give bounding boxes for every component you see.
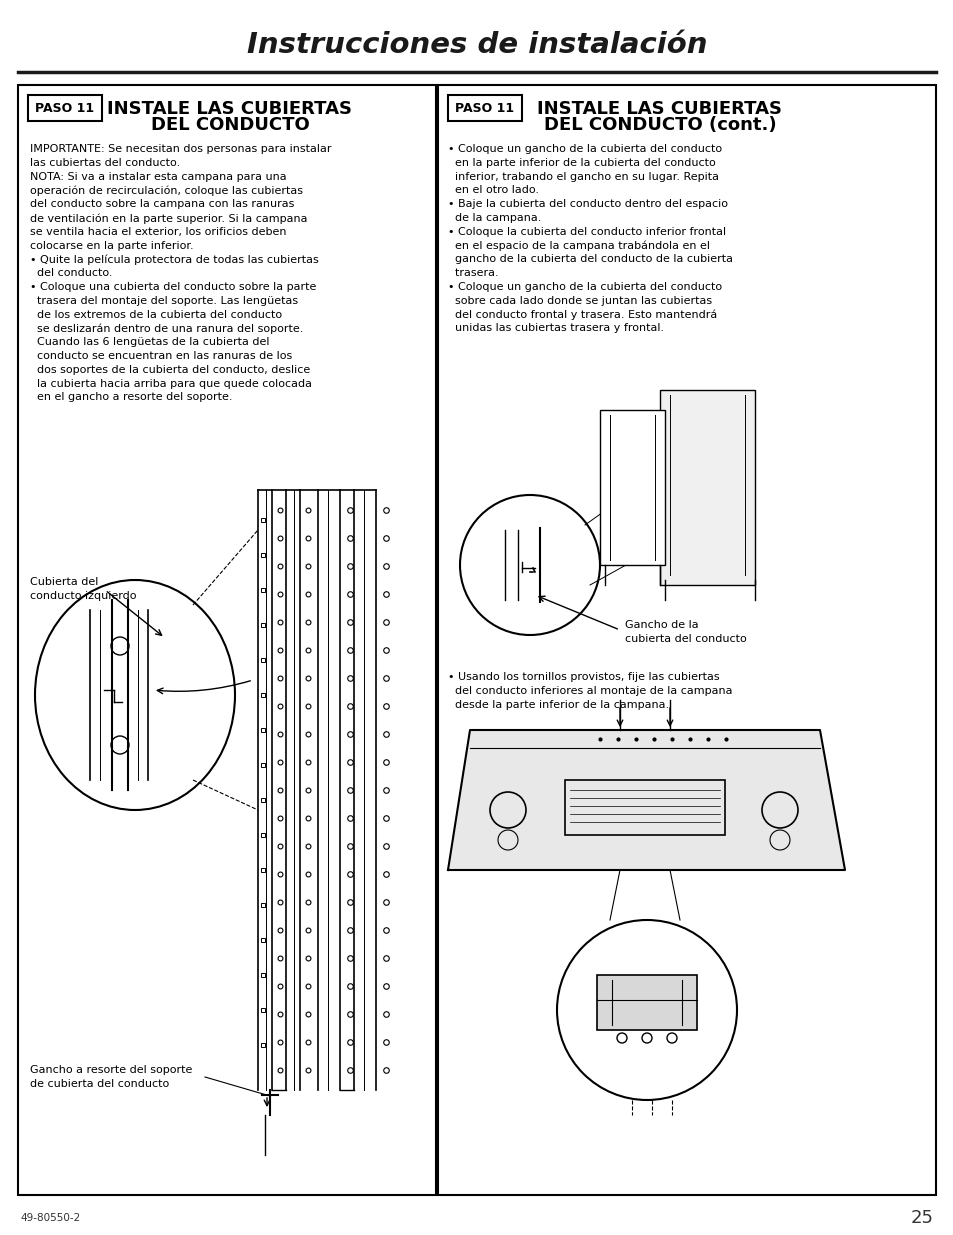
Text: 49-80550-2: 49-80550-2 bbox=[20, 1213, 80, 1223]
Text: NOTA: Si va a instalar esta campana para una: NOTA: Si va a instalar esta campana para… bbox=[30, 172, 286, 182]
Text: cubierta del conducto: cubierta del conducto bbox=[624, 634, 746, 643]
Bar bbox=[448, 95, 521, 121]
Text: Gancho a resorte del soporte: Gancho a resorte del soporte bbox=[30, 1065, 193, 1074]
Text: del conducto.: del conducto. bbox=[30, 268, 112, 278]
Text: PASO 11: PASO 11 bbox=[35, 101, 94, 115]
Text: gancho de la cubierta del conducto de la cubierta: gancho de la cubierta del conducto de la… bbox=[448, 254, 732, 264]
Text: • Usando los tornillos provistos, fije las cubiertas: • Usando los tornillos provistos, fije l… bbox=[448, 672, 719, 682]
Bar bbox=[437, 85, 935, 1195]
Bar bbox=[599, 410, 664, 564]
Bar bbox=[597, 974, 697, 1030]
Text: • Coloque una cubierta del conducto sobre la parte: • Coloque una cubierta del conducto sobr… bbox=[30, 282, 316, 291]
Text: de la campana.: de la campana. bbox=[448, 212, 540, 224]
Text: trasera del montaje del soporte. Las lengüetas: trasera del montaje del soporte. Las len… bbox=[30, 296, 297, 306]
Text: colocarse en la parte inferior.: colocarse en la parte inferior. bbox=[30, 241, 193, 251]
Text: • Baje la cubierta del conducto dentro del espacio: • Baje la cubierta del conducto dentro d… bbox=[448, 199, 727, 209]
Text: DEL CONDUCTO: DEL CONDUCTO bbox=[151, 116, 309, 135]
Text: en el gancho a resorte del soporte.: en el gancho a resorte del soporte. bbox=[30, 393, 233, 403]
Text: 25: 25 bbox=[910, 1209, 933, 1228]
Bar bbox=[28, 95, 102, 121]
Bar bbox=[564, 781, 724, 835]
Text: del conducto inferiores al montaje de la campana: del conducto inferiores al montaje de la… bbox=[448, 685, 732, 695]
Ellipse shape bbox=[557, 920, 737, 1100]
Text: PASO 11: PASO 11 bbox=[455, 101, 514, 115]
Text: se deslizarán dentro de una ranura del soporte.: se deslizarán dentro de una ranura del s… bbox=[30, 324, 303, 333]
Text: sobre cada lado donde se juntan las cubiertas: sobre cada lado donde se juntan las cubi… bbox=[448, 296, 711, 306]
Text: inferior, trabando el gancho en su lugar. Repita: inferior, trabando el gancho en su lugar… bbox=[448, 172, 719, 182]
Text: de cubierta del conducto: de cubierta del conducto bbox=[30, 1079, 169, 1089]
Text: en el espacio de la campana trabándola en el: en el espacio de la campana trabándola e… bbox=[448, 241, 709, 251]
Text: INSTALE LAS CUBIERTAS: INSTALE LAS CUBIERTAS bbox=[108, 100, 352, 119]
Text: del conducto frontal y trasera. Esto mantendrá: del conducto frontal y trasera. Esto man… bbox=[448, 310, 717, 320]
Text: • Quite la película protectora de todas las cubiertas: • Quite la película protectora de todas … bbox=[30, 254, 318, 264]
Bar bbox=[18, 85, 436, 1195]
Text: conducto se encuentran en las ranuras de los: conducto se encuentran en las ranuras de… bbox=[30, 351, 292, 361]
Text: • Coloque un gancho de la cubierta del conducto: • Coloque un gancho de la cubierta del c… bbox=[448, 282, 721, 291]
Text: en el otro lado.: en el otro lado. bbox=[448, 185, 538, 195]
Text: de los extremos de la cubierta del conducto: de los extremos de la cubierta del condu… bbox=[30, 310, 282, 320]
Text: Instrucciones de instalación: Instrucciones de instalación bbox=[247, 31, 706, 59]
Text: las cubiertas del conducto.: las cubiertas del conducto. bbox=[30, 158, 180, 168]
Text: DEL CONDUCTO (cont.): DEL CONDUCTO (cont.) bbox=[543, 116, 776, 135]
Text: Gancho de la: Gancho de la bbox=[624, 620, 698, 630]
Text: Cubierta del: Cubierta del bbox=[30, 577, 98, 587]
Text: Cuando las 6 lengüetas de la cubierta del: Cuando las 6 lengüetas de la cubierta de… bbox=[30, 337, 269, 347]
Text: la cubierta hacia arriba para que quede colocada: la cubierta hacia arriba para que quede … bbox=[30, 379, 312, 389]
Text: • Coloque un gancho de la cubierta del conducto: • Coloque un gancho de la cubierta del c… bbox=[448, 144, 721, 154]
Text: dos soportes de la cubierta del conducto, deslice: dos soportes de la cubierta del conducto… bbox=[30, 364, 310, 374]
Text: conducto izquierdo: conducto izquierdo bbox=[30, 592, 136, 601]
Text: operación de recirculación, coloque las cubiertas: operación de recirculación, coloque las … bbox=[30, 185, 303, 196]
Text: de ventilación en la parte superior. Si la campana: de ventilación en la parte superior. Si … bbox=[30, 212, 307, 224]
Text: en la parte inferior de la cubierta del conducto: en la parte inferior de la cubierta del … bbox=[448, 158, 715, 168]
Text: desde la parte inferior de la campana.: desde la parte inferior de la campana. bbox=[448, 699, 668, 710]
Text: del conducto sobre la campana con las ranuras: del conducto sobre la campana con las ra… bbox=[30, 199, 294, 209]
Text: • Coloque la cubierta del conducto inferior frontal: • Coloque la cubierta del conducto infer… bbox=[448, 227, 725, 237]
Text: se ventila hacia el exterior, los orificios deben: se ventila hacia el exterior, los orific… bbox=[30, 227, 286, 237]
Text: INSTALE LAS CUBIERTAS: INSTALE LAS CUBIERTAS bbox=[537, 100, 781, 119]
Bar bbox=[659, 390, 754, 585]
Text: trasera.: trasera. bbox=[448, 268, 498, 278]
Polygon shape bbox=[448, 730, 844, 869]
Text: IMPORTANTE: Se necesitan dos personas para instalar: IMPORTANTE: Se necesitan dos personas pa… bbox=[30, 144, 331, 154]
Text: unidas las cubiertas trasera y frontal.: unidas las cubiertas trasera y frontal. bbox=[448, 324, 663, 333]
